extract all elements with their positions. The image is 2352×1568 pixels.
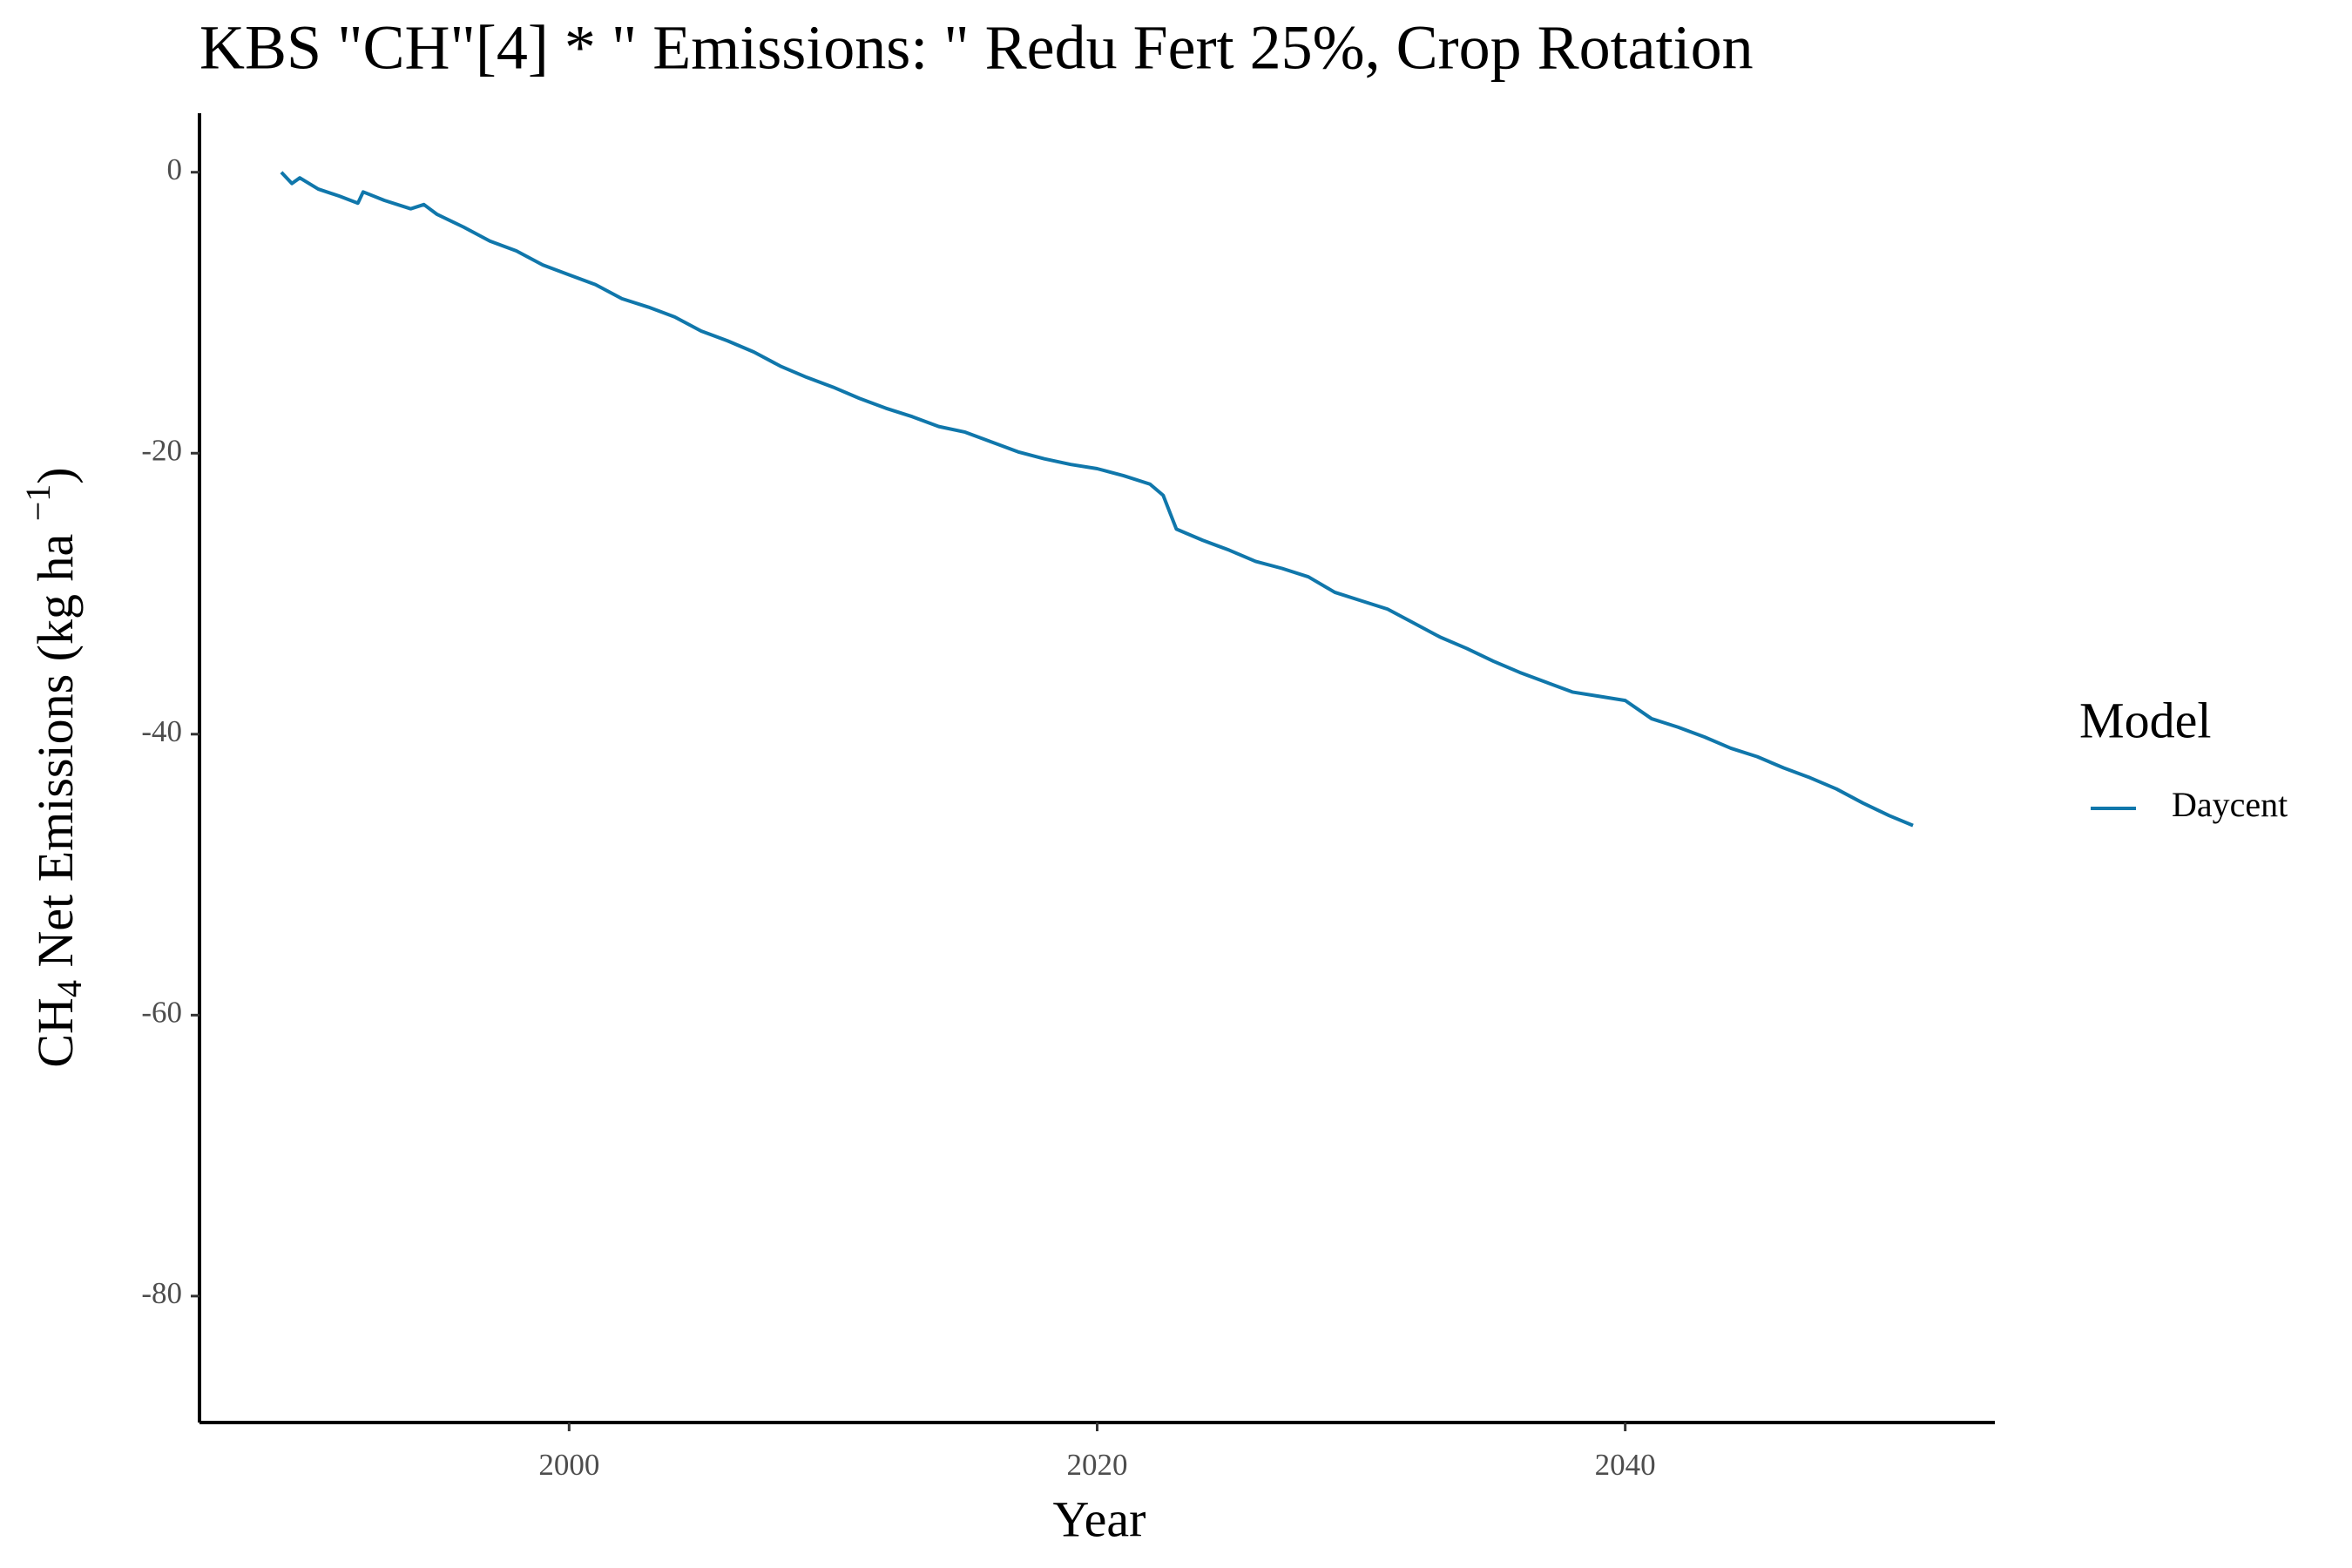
y-label-part: Net Emissions (kg ha	[27, 521, 84, 980]
y-label-part: CH	[27, 997, 84, 1068]
x-tick-label: 2040	[1595, 1448, 1656, 1482]
y-tick-label: -80	[141, 1276, 182, 1310]
y-axis-label: CH4 Net Emissions (kg ha −1)	[18, 467, 89, 1067]
data-line	[280, 171, 1914, 828]
y-label-sub: 4	[50, 980, 89, 997]
x-tick-label: 2000	[538, 1448, 599, 1482]
y-tick-label: -60	[141, 995, 182, 1029]
x-tick-label: 2020	[1067, 1448, 1128, 1482]
y-tick-label: -20	[141, 433, 182, 467]
y-label-part: )	[27, 467, 84, 483]
legend-title: Model	[2079, 692, 2211, 748]
x-axis-label: Year	[1053, 1490, 1146, 1547]
chart-title: KBS "CH"[4] * " Emissions: " Redu Fert 2…	[199, 13, 1754, 83]
y-tick-label: -40	[141, 714, 182, 748]
y-label-sup: −1	[18, 484, 57, 522]
legend-label: Daycent	[2172, 785, 2288, 824]
y-tick-label: 0	[167, 152, 183, 186]
